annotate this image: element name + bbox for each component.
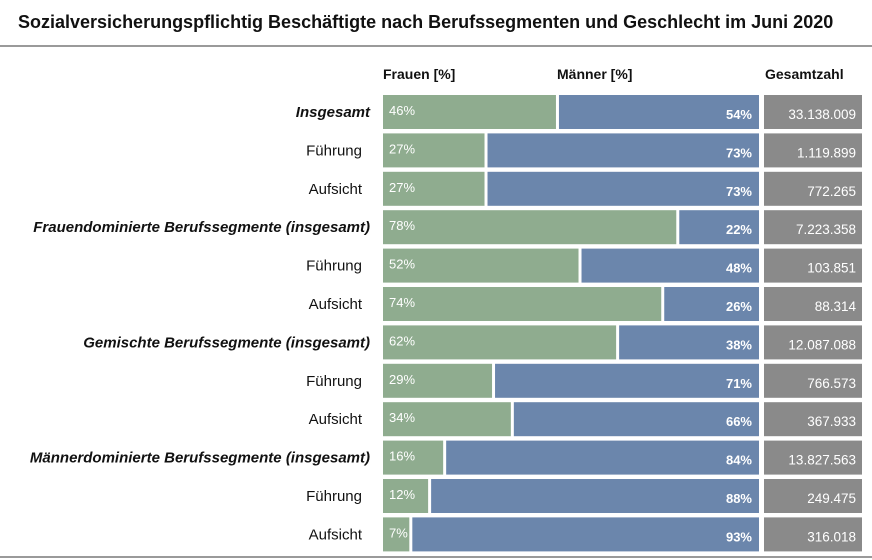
total-cell [764,517,862,552]
total-label: 766.573 [807,376,856,391]
total-label: 367.933 [807,414,856,429]
total-cell [764,171,862,206]
category-label: Führung [306,258,362,275]
value-label-maenner: 84% [726,453,752,468]
value-label-frauen: 46% [389,103,415,118]
category-label: Aufsicht [309,411,363,428]
bar-frauen [383,287,662,321]
total-cell [764,210,862,245]
value-label-frauen: 27% [389,141,415,156]
value-label-frauen: 16% [389,449,415,464]
bar-frauen [383,440,444,475]
total-cell [764,440,862,475]
value-label-maenner: 54% [726,107,752,122]
category-label: Führung [306,488,362,505]
category-label: Aufsicht [309,296,363,313]
total-label: 12.087.088 [788,337,856,352]
value-label-frauen: 62% [389,333,415,348]
bottom-rule [0,556,872,558]
category-label: Aufsicht [309,181,363,198]
header-gesamtzahl: Gesamtzahl [765,66,844,82]
total-label: 33.138.009 [788,107,856,122]
bar-frauen [383,517,410,552]
bar-maenner [495,363,759,398]
bar-maenner [431,479,759,513]
bar-frauen [383,479,429,513]
value-label-maenner: 73% [726,184,752,199]
bar-maenner [679,210,759,245]
bar-maenner [412,517,759,552]
bar-frauen [383,133,485,168]
bar-maenner [487,171,759,206]
bar-frauen [383,325,617,360]
value-label-frauen: 7% [389,525,408,540]
header-maenner: Männer [%] [557,66,633,82]
total-cell [764,479,862,513]
value-label-maenner: 22% [726,222,752,237]
value-label-frauen: 34% [389,410,415,425]
total-label: 13.827.563 [788,453,856,468]
bar-maenner [664,287,759,321]
value-label-frauen: 12% [389,487,415,502]
total-cell [764,248,862,283]
total-label: 316.018 [807,529,856,544]
value-label-maenner: 38% [726,337,752,352]
bar-maenner [619,325,759,360]
bar-maenner [558,95,759,129]
value-label-frauen: 74% [389,295,415,310]
category-label: Führung [306,373,362,390]
total-cell [764,133,862,168]
value-label-maenner: 93% [726,529,752,544]
value-label-maenner: 73% [726,145,752,160]
total-label: 1.119.899 [797,145,856,160]
value-label-frauen: 27% [389,180,415,195]
value-label-maenner: 71% [726,376,752,391]
total-cell [764,287,862,321]
value-label-maenner: 88% [726,491,752,506]
bar-frauen [383,248,579,283]
category-label: Aufsicht [309,526,363,543]
category-label-group: Frauendominierte Berufssegmente (insgesa… [33,219,370,236]
bar-frauen [383,402,511,437]
bar-frauen [383,95,556,129]
total-label: 249.475 [807,491,856,506]
total-cell [764,363,862,398]
bar-frauen [383,210,677,245]
total-label: 88.314 [815,299,857,314]
total-cell [764,325,862,360]
bar-maenner [581,248,759,283]
header-frauen: Frauen [%] [383,66,456,82]
chart-title: Sozialversicherungspflichtig Beschäftigt… [18,12,834,32]
bar-maenner [513,402,759,437]
category-label-group: Männerdominierte Berufssegmente (insgesa… [30,450,370,467]
top-rule [0,45,872,47]
value-label-frauen: 78% [389,218,415,233]
bar-maenner [487,133,759,168]
total-label: 772.265 [807,184,856,199]
category-label: Führung [306,142,362,159]
value-label-frauen: 52% [389,257,415,272]
bar-frauen [383,363,493,398]
category-label-group: Insgesamt [296,104,371,121]
value-label-maenner: 26% [726,299,752,314]
total-label: 7.223.358 [796,222,856,237]
value-label-maenner: 48% [726,261,752,276]
value-label-frauen: 29% [389,372,415,387]
bar-maenner [446,440,759,475]
category-label-group: Gemischte Berufssegmente (insgesamt) [83,334,370,351]
value-label-maenner: 66% [726,414,752,429]
bar-frauen [383,171,485,206]
total-cell [764,95,862,129]
total-cell [764,402,862,437]
total-label: 103.851 [807,261,856,276]
